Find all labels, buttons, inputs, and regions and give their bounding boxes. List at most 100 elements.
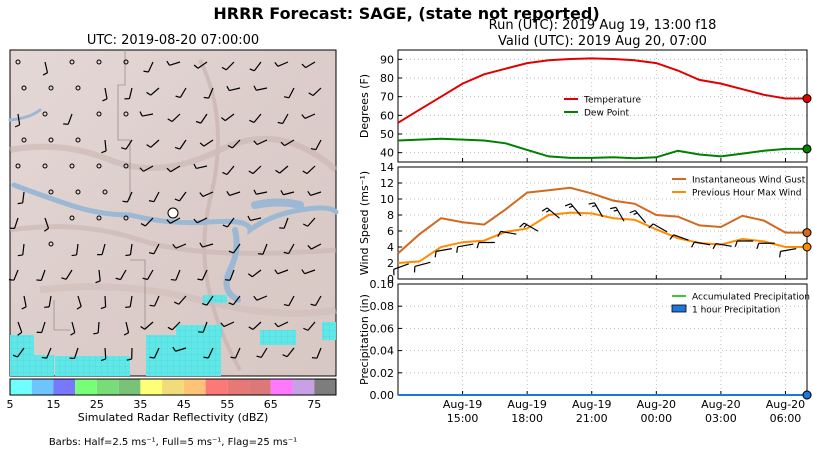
map-wind-barb [274, 269, 289, 275]
y-tick-label: 60 [380, 109, 394, 122]
map-wind-barb [172, 243, 187, 249]
map-wind-barb [226, 85, 241, 92]
calm-station-marker [15, 163, 21, 169]
colorbar-swatch [31, 379, 54, 395]
map-wind-barb [170, 269, 181, 281]
series-line [397, 211, 807, 264]
map-wind-barb [172, 346, 187, 352]
wind-barb [456, 243, 474, 253]
map-wind-barb [228, 243, 241, 254]
map-wind-barb [249, 61, 262, 72]
map-wind-barb [97, 243, 106, 256]
colorbar-swatch [10, 379, 32, 395]
reflectivity-colorbar: 5 15 25 35 45 55 65 75 [7, 378, 337, 411]
y-tick-label: 4 [387, 241, 394, 254]
map-wind-barb [100, 347, 107, 362]
colorbar-swatch [292, 379, 315, 395]
series-line [397, 137, 807, 160]
state-boundaries [53, 50, 146, 331]
map-wind-barb [226, 190, 241, 197]
map-wind-barb [167, 321, 181, 331]
map-wind-barb [247, 269, 262, 278]
barbs-note: Barbs: Half=2.5 ms⁻¹, Full=5 ms⁻¹, Flag=… [48, 437, 298, 448]
y-tick-label: 0.08 [370, 300, 395, 313]
map-wind-barb [198, 321, 208, 333]
series-end-marker [802, 390, 812, 400]
y-tick-label: 14 [380, 161, 394, 174]
map-wind-barb [146, 139, 160, 148]
x-tick-label: 03:00 [705, 412, 737, 425]
map-wind-barb [142, 269, 154, 281]
map-wind-barb [279, 217, 289, 229]
colorbar-label: Simulated Radar Reflectivity (dBZ) [77, 411, 269, 424]
map-wind-barb [76, 295, 82, 310]
y-tick-label: 0.04 [370, 345, 395, 358]
calm-station-marker [69, 215, 75, 221]
map-wind-barb [149, 347, 160, 359]
map-wind-barb [12, 347, 25, 358]
chart-panel-3: 0.00 0.02 0.04 0.06 0.08 0.10 Precipitation (i… [358, 278, 812, 402]
colorbar-swatch [162, 379, 184, 395]
axes-frame [397, 166, 808, 280]
colorbar-tick-label: 35 [133, 398, 147, 411]
series-end-marker [802, 228, 812, 238]
map-wind-barb [44, 217, 50, 232]
wind-barb [564, 203, 582, 217]
map-wind-barb [139, 165, 154, 172]
map-wind-barb [17, 191, 25, 205]
x-tick-label: 21:00 [576, 412, 608, 425]
map-wind-barb [221, 61, 235, 71]
y-tick-label: 90 [380, 53, 394, 66]
calm-station-marker [96, 215, 102, 221]
wind-barb [648, 223, 668, 233]
map-wind-barb [166, 217, 181, 224]
map-wind-barb [143, 61, 154, 73]
colorbar-swatch [75, 379, 97, 395]
calm-station-marker [123, 163, 129, 169]
y-axis-label: Degrees (F) [358, 74, 371, 138]
legend-swatch [671, 304, 687, 313]
colorbar-tick-label: 65 [264, 398, 278, 411]
calm-station-marker [69, 59, 75, 65]
chart-panel-2: 0 2 4 6 8 10 12 14 Wind Speed (ms⁻¹) Instantaneou… [358, 161, 812, 286]
map-wind-barb [227, 139, 241, 149]
map-wind-barb [71, 243, 79, 257]
map-wind-barb [282, 347, 295, 358]
map-wind-barbs [8, 59, 322, 362]
legend: Instantaneous Wind Gust Previous Hour Max… [672, 176, 806, 199]
wind-barbs [393, 202, 797, 276]
map-wind-barb [148, 191, 160, 203]
x-tick-label: 06:00 [770, 412, 802, 425]
series-end-marker [802, 242, 812, 252]
map-wind-barb [193, 61, 208, 69]
map-wind-barb [248, 321, 262, 330]
reflectivity-map: 5 15 25 35 45 55 65 75 [7, 49, 339, 411]
map-wind-barb [173, 295, 187, 305]
map-wind-barb [220, 113, 235, 122]
x-tick-label: Aug-20 [701, 398, 740, 411]
y-tick-label: 12 [380, 177, 394, 190]
calm-station-marker [123, 111, 129, 117]
map-wind-barb [69, 347, 79, 360]
valid-time-label: Valid (UTC): 2019 Aug 20, 07:00 [498, 34, 707, 49]
map-wind-barb [283, 87, 295, 99]
wind-barb [691, 241, 711, 248]
map-wind-barb [197, 269, 208, 281]
map-wind-barb [203, 87, 214, 99]
calm-station-marker [15, 59, 21, 65]
wind-barb [497, 230, 517, 237]
map-wind-barb [283, 295, 295, 307]
y-tick-label: 0.10 [370, 278, 395, 291]
map-wind-barb [203, 347, 214, 359]
colorbar-tick-label: 45 [177, 398, 191, 411]
map-wind-barb [310, 139, 322, 151]
map-wind-barb [115, 269, 127, 281]
map-wind-barb [228, 295, 241, 306]
x-tick-label: Aug-19 [507, 398, 546, 411]
legend-entry: 1 hour Precipitation [692, 306, 780, 316]
colorbar-tick-label: 75 [307, 398, 321, 411]
map-wind-barb [101, 139, 107, 154]
map-wind-barb [125, 243, 133, 257]
map-wind-barb [224, 269, 235, 281]
